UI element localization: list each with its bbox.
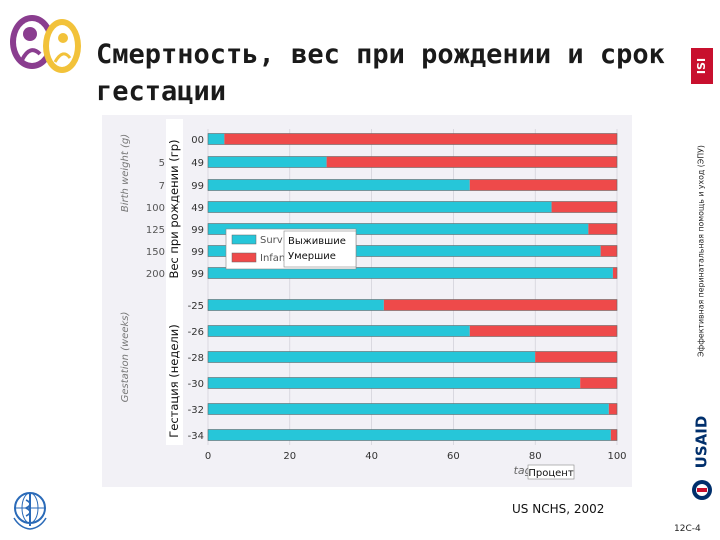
bar-survived-gestation-5 xyxy=(208,429,611,441)
category-label-birth_weight-6: 99 xyxy=(191,269,204,280)
bar-survived-gestation-4 xyxy=(208,403,609,415)
x-tick-label-1: 20 xyxy=(283,451,296,462)
bar-outline-birth_weight-2 xyxy=(207,179,618,191)
category-prefix-birth_weight-3: 100 xyxy=(146,203,165,214)
bar-survived-birth_weight-5 xyxy=(208,245,601,257)
category-label-birth_weight-5: 99 xyxy=(191,247,204,258)
bar-died-birth_weight-5 xyxy=(600,245,617,257)
category-label-birth_weight-0: 00 xyxy=(191,135,204,146)
category-prefix-birth_weight-1: 5 xyxy=(159,158,165,169)
legend-label-survived: Выжившие xyxy=(288,236,346,247)
bar-outline-birth_weight-0 xyxy=(207,133,618,145)
birth-weight-label-en: Birth weight (g) xyxy=(120,134,131,212)
bar-died-birth_weight-6 xyxy=(612,267,617,279)
bar-outline-birth_weight-6 xyxy=(207,267,618,279)
x-tick-label-4: 80 xyxy=(529,451,542,462)
x-tick-label-3: 60 xyxy=(447,451,460,462)
category-label-birth_weight-3: 49 xyxy=(191,203,204,214)
bar-survived-birth_weight-0 xyxy=(208,133,225,145)
bar-died-gestation-3 xyxy=(580,377,617,389)
bar-survived-gestation-1 xyxy=(208,325,470,337)
isi-logo-text: ISI xyxy=(695,58,708,74)
bar-outline-birth_weight-4 xyxy=(207,223,618,235)
bar-outline-gestation-1 xyxy=(207,325,618,337)
category-prefix-birth_weight-2: 7 xyxy=(159,181,165,192)
bar-survived-gestation-0 xyxy=(208,299,384,311)
bar-died-gestation-0 xyxy=(383,299,617,311)
x-axis-label: Процент xyxy=(528,468,573,479)
usaid-logo-text: USAID xyxy=(693,416,711,469)
x-tick-label-2: 40 xyxy=(365,451,378,462)
x-tick-label-0: 0 xyxy=(205,451,211,462)
category-label-birth_weight-4: 99 xyxy=(191,225,204,236)
bar-survived-birth_weight-6 xyxy=(208,267,613,279)
bar-outline-gestation-2 xyxy=(207,351,618,363)
category-prefix-birth_weight-6: 200 xyxy=(146,269,165,280)
bar-outline-gestation-0 xyxy=(207,299,618,311)
category-label-gestation-3: -30 xyxy=(188,379,204,390)
usaid-logo-icon: USAID xyxy=(692,416,712,500)
bar-died-birth_weight-3 xyxy=(551,201,617,213)
bar-survived-birth_weight-1 xyxy=(208,156,327,168)
legend-swatch-died xyxy=(231,252,257,263)
category-prefix-birth_weight-4: 125 xyxy=(146,225,165,236)
category-label-gestation-4: -32 xyxy=(188,405,204,416)
category-label-birth_weight-1: 49 xyxy=(191,158,204,169)
page-title: Смертность, вес при рождении и срок гест… xyxy=(96,39,665,107)
bar-survived-birth_weight-2 xyxy=(208,179,470,191)
bar-died-birth_weight-0 xyxy=(224,133,618,145)
legend-label-died: Умершие xyxy=(288,251,336,262)
bar-died-birth_weight-1 xyxy=(326,156,617,168)
bar-died-birth_weight-4 xyxy=(588,223,617,235)
bar-survived-birth_weight-4 xyxy=(208,223,589,235)
bar-survived-birth_weight-3 xyxy=(208,201,552,213)
mother-child-logo-icon xyxy=(10,15,81,73)
x-tick-label-5: 100 xyxy=(607,451,626,462)
gestation-label: Гестация (недели) xyxy=(167,324,181,437)
bar-outline-gestation-3 xyxy=(207,377,618,389)
isi-logo-icon: ISI xyxy=(691,48,713,84)
chart-panel: 00 49 5 99 7 49 100 99 125 99 150 99 200 -25 -26 -28 -30… xyxy=(102,115,632,487)
bar-died-gestation-4 xyxy=(608,403,617,415)
category-label-gestation-2: -28 xyxy=(188,353,204,364)
bar-died-gestation-2 xyxy=(535,351,617,363)
mortality-chart: 0049599749100991259915099200-25-26-28-30… xyxy=(120,119,627,480)
bar-outline-birth_weight-1 xyxy=(207,156,618,168)
category-label-gestation-0: -25 xyxy=(188,301,204,312)
birth-weight-label: Вес при рождении (гр) xyxy=(167,139,181,278)
bar-outline-gestation-5 xyxy=(207,429,618,441)
bar-died-gestation-1 xyxy=(469,325,617,337)
who-emblem-icon xyxy=(13,492,47,530)
legend-label-survived-en: Surv xyxy=(260,235,283,246)
category-prefix-birth_weight-5: 150 xyxy=(146,247,165,258)
russian-axis-label-strip xyxy=(166,119,183,445)
side-caption-text: Эффективная перинатальная помощь и уход … xyxy=(696,145,706,357)
category-label-gestation-1: -26 xyxy=(188,327,204,338)
bar-survived-gestation-3 xyxy=(208,377,581,389)
bar-died-birth_weight-2 xyxy=(469,179,617,191)
bar-outline-birth_weight-3 xyxy=(207,201,618,213)
category-label-birth_weight-2: 99 xyxy=(191,181,204,192)
category-label-gestation-5: -34 xyxy=(188,431,204,442)
bar-died-gestation-5 xyxy=(610,429,617,441)
bar-outline-birth_weight-5 xyxy=(207,245,618,257)
bar-outline-gestation-4 xyxy=(207,403,618,415)
legend-label-died-en: Infan xyxy=(260,253,285,264)
bar-survived-gestation-2 xyxy=(208,351,536,363)
slide-number: 12C-4 xyxy=(674,524,701,534)
source-note: US NCHS, 2002 xyxy=(512,502,605,516)
legend-overlay-box xyxy=(283,230,357,268)
side-caption: Эффективная перинатальная помощь и уход … xyxy=(693,120,709,382)
legend: Surv Infan Выжившие Умершие xyxy=(225,228,357,270)
legend-swatch-survived xyxy=(231,234,257,245)
x-axis-label-box xyxy=(527,464,575,480)
gestation-label-en: Gestation (weeks) xyxy=(120,312,131,403)
